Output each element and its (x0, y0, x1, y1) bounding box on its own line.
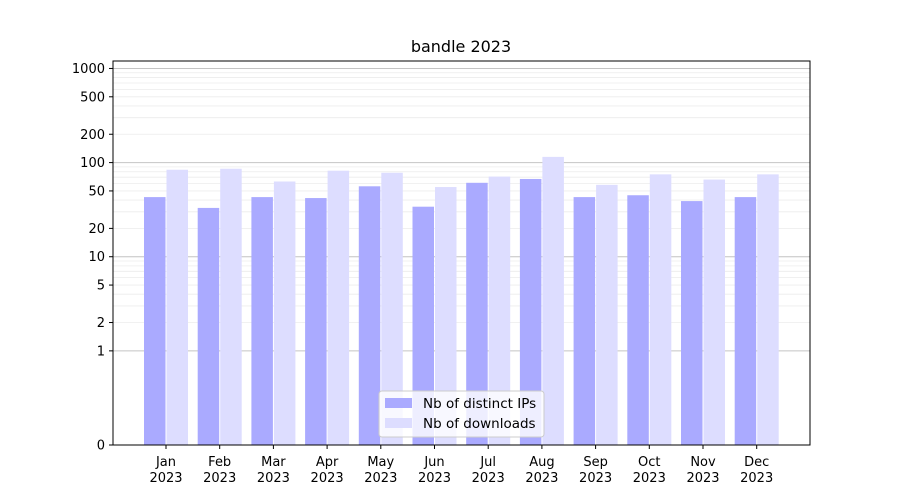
bar-distinct-ips (305, 198, 327, 445)
legend-label: Nb of downloads (423, 416, 536, 432)
x-tick-label-year: 2023 (257, 471, 290, 486)
x-tick-label-year: 2023 (311, 471, 344, 486)
bar-downloads (166, 169, 188, 445)
x-axis: Jan2023Feb2023Mar2023Apr2023May2023Jun20… (149, 445, 773, 486)
legend: Nb of distinct IPs Nb of downloads (378, 390, 545, 438)
bar-distinct-ips (681, 201, 703, 445)
y-tick-label: 1 (97, 344, 105, 359)
bar-downloads (381, 172, 403, 445)
y-tick-label: 2 (97, 316, 105, 331)
legend-box (378, 390, 545, 438)
x-tick-label-month: Jan (155, 455, 176, 470)
bar-downloads (542, 156, 564, 445)
y-tick-label: 200 (80, 128, 105, 143)
bar-distinct-ips (144, 197, 166, 445)
x-tick-label-month: May (367, 455, 394, 470)
y-tick-label: 100 (80, 156, 105, 171)
y-tick-label: 500 (80, 90, 105, 105)
bar-distinct-ips (734, 197, 757, 445)
y-tick-label: 20 (88, 222, 105, 237)
x-tick-label-year: 2023 (364, 471, 397, 486)
bar-distinct-ips (197, 207, 220, 445)
x-tick-label-year: 2023 (579, 471, 612, 486)
x-tick-label-month: Dec (744, 455, 769, 470)
x-tick-label-month: Nov (690, 455, 716, 470)
x-tick-label-year: 2023 (525, 471, 558, 486)
bar-distinct-ips (627, 195, 649, 445)
y-tick-label: 0 (97, 439, 105, 454)
x-tick-label-month: Sep (583, 455, 608, 470)
bar-downloads (220, 168, 242, 445)
bar-distinct-ips (466, 182, 488, 445)
y-axis: 0 1 2 5 10 20 50 100 200 500 1000 (72, 62, 113, 454)
x-tick-label-year: 2023 (149, 471, 182, 486)
bar-downloads (435, 187, 457, 445)
bar-distinct-ips (519, 178, 542, 445)
plot-frame (112, 60, 811, 446)
x-tick-label-year: 2023 (418, 471, 451, 486)
bar-downloads (703, 179, 725, 446)
y-tick-label: 1000 (72, 62, 105, 77)
x-tick-label-year: 2023 (740, 471, 773, 486)
x-tick-label-month: Jul (479, 455, 496, 470)
x-tick-label-month: Oct (638, 455, 660, 470)
bar-distinct-ips (412, 206, 434, 445)
chart-title: bandle 2023 (411, 37, 511, 56)
x-tick-label-month: Mar (261, 455, 286, 470)
legend-label: Nb of distinct IPs (423, 396, 536, 412)
bar-downloads (596, 184, 618, 445)
x-tick-label-year: 2023 (686, 471, 719, 486)
bar-downloads (488, 176, 511, 445)
bar-downloads (649, 174, 672, 445)
bar-distinct-ips (573, 197, 596, 445)
x-tick-label-month: Feb (208, 455, 231, 470)
x-tick-label-year: 2023 (203, 471, 236, 486)
x-tick-label-year: 2023 (472, 471, 505, 486)
bar-downloads (757, 174, 779, 445)
legend-swatch (385, 398, 412, 408)
x-tick-label-month: Apr (316, 455, 339, 470)
y-tick-label: 10 (88, 250, 105, 265)
y-tick-label: 50 (88, 184, 105, 199)
bar-distinct-ips (251, 197, 273, 445)
bar-downloads (273, 181, 296, 445)
x-tick-label-year: 2023 (633, 471, 666, 486)
x-tick-label-month: Jun (423, 455, 444, 470)
bar-downloads (327, 170, 350, 445)
bars (144, 156, 779, 446)
legend-swatch (385, 418, 412, 428)
y-tick-label: 5 (97, 279, 105, 294)
bar-distinct-ips (358, 186, 381, 445)
x-tick-label-month: Aug (529, 455, 554, 470)
